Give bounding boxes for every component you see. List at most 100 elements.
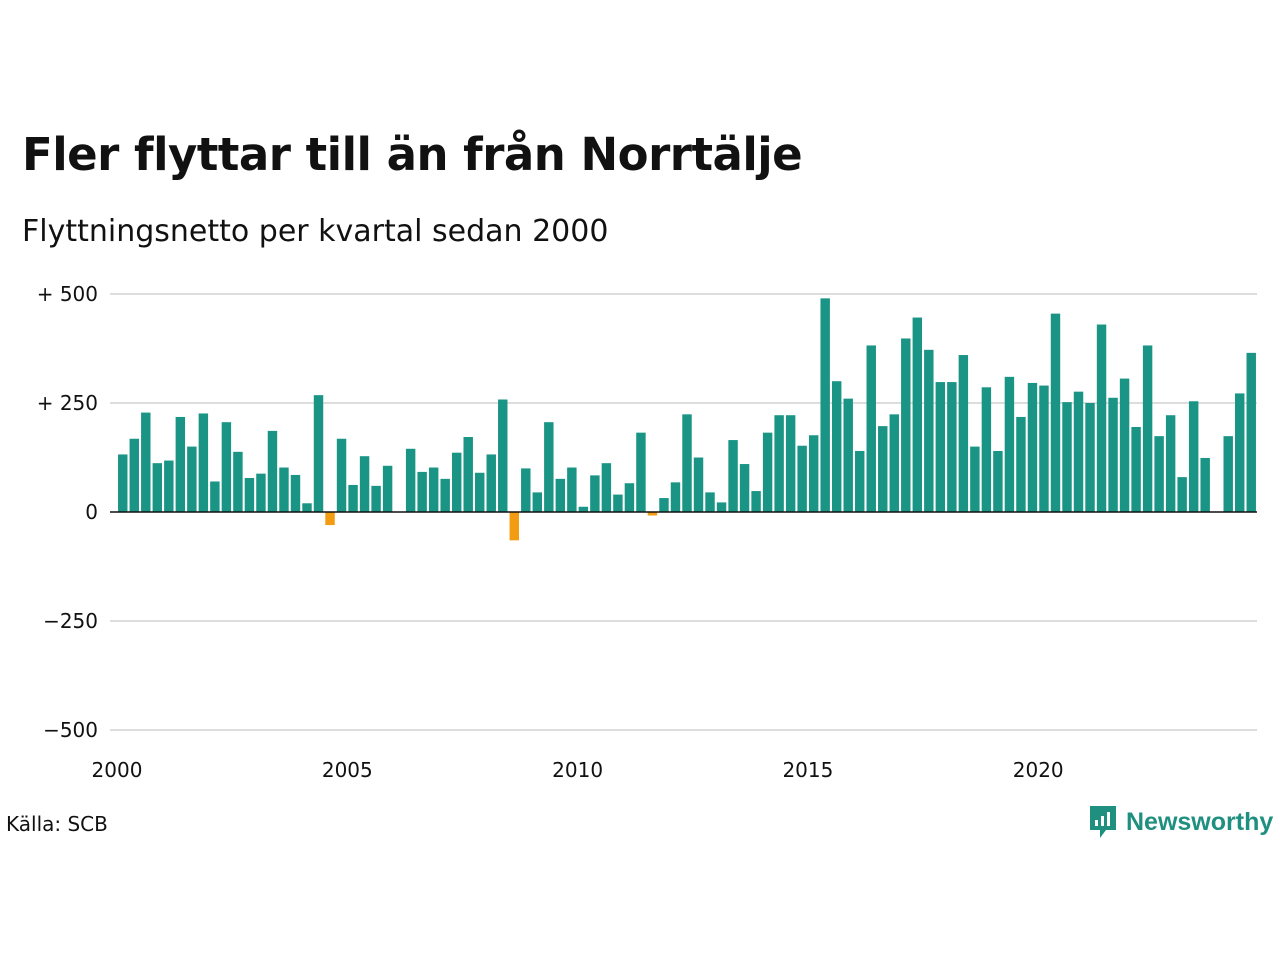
bar [705,492,715,512]
bar [1085,403,1095,512]
bar [601,463,612,512]
bar [129,438,139,512]
bar [1119,378,1130,512]
bar [889,414,899,512]
x-tick-label: 2000 [92,758,143,782]
bar [670,482,681,512]
bar [947,382,957,512]
x-tick-label: 2015 [782,758,833,782]
bar [693,457,704,512]
x-tick-label: 2005 [322,758,373,782]
bar [1188,401,1199,512]
bar-chart: + 500 + 250 0 −250 −500 2000 2005 2010 2015 2020 [37,282,1257,782]
bar [509,512,519,541]
bar [820,298,830,512]
bar [1073,391,1084,512]
bar [256,473,266,512]
bar [521,468,531,512]
bar [198,413,209,512]
bar [578,506,589,512]
bar [624,483,635,512]
bar [774,415,784,512]
bar [659,498,669,512]
y-tick-label: + 250 [37,391,98,415]
bar [371,485,381,512]
newsworthy-logo-icon [1090,806,1116,838]
bar [762,432,773,512]
bar [613,494,623,512]
bar [1108,397,1118,512]
bar [1223,436,1233,512]
bar [1165,415,1176,512]
y-tick-label: −250 [43,609,98,633]
bar [1039,385,1049,512]
bar [210,481,220,512]
source-note: Källa: SCB [6,812,108,836]
bar [187,446,197,512]
bar [175,416,186,512]
bar [855,450,865,512]
bar [118,454,128,512]
bar [716,502,727,512]
bar [544,422,554,512]
bar [1177,477,1187,512]
bar [405,448,416,512]
bar [279,467,289,512]
x-tick-label: 2020 [1013,758,1064,782]
bar [808,435,819,512]
bar [382,465,393,512]
bar [843,398,853,512]
bar [244,477,255,512]
bar [233,451,243,512]
bar [682,414,692,512]
bar [359,456,370,512]
brand-name: Newsworthy [1126,807,1274,836]
bar [866,345,876,512]
bar [141,412,151,512]
bar [831,381,842,512]
bar [440,478,450,512]
bar [912,317,923,512]
bar [981,387,992,512]
bar [475,472,485,512]
bar [555,478,566,512]
bar [1004,376,1015,512]
bar [1131,426,1141,512]
bar [1096,324,1107,512]
bar [1235,393,1245,512]
bar [647,512,658,516]
bar [797,445,807,512]
bar [152,463,163,512]
bar [1062,402,1072,512]
bar [785,415,796,512]
bar [878,426,888,512]
bar [901,338,911,512]
bar [1246,352,1256,512]
bar [739,464,750,512]
bar [290,474,301,512]
bar [302,503,312,512]
bar [935,382,946,512]
bar [463,437,473,512]
bar [532,492,543,512]
bar [1200,457,1210,512]
bar [325,512,335,526]
bar [221,422,232,512]
bar [728,440,738,512]
bar [751,491,761,512]
bar [336,438,347,512]
bar [1016,416,1026,512]
bar [498,399,508,512]
bar [567,467,577,512]
bar [993,450,1003,512]
bar [267,430,278,512]
bar [486,454,496,512]
bar [451,452,462,512]
bar [590,475,600,512]
bar [958,355,969,512]
y-tick-label: 0 [85,500,98,524]
bar [1142,345,1153,512]
chart-subtitle: Flyttningsnetto per kvartal sedan 2000 [22,214,609,249]
bar [348,484,358,512]
x-tick-label: 2010 [552,758,603,782]
